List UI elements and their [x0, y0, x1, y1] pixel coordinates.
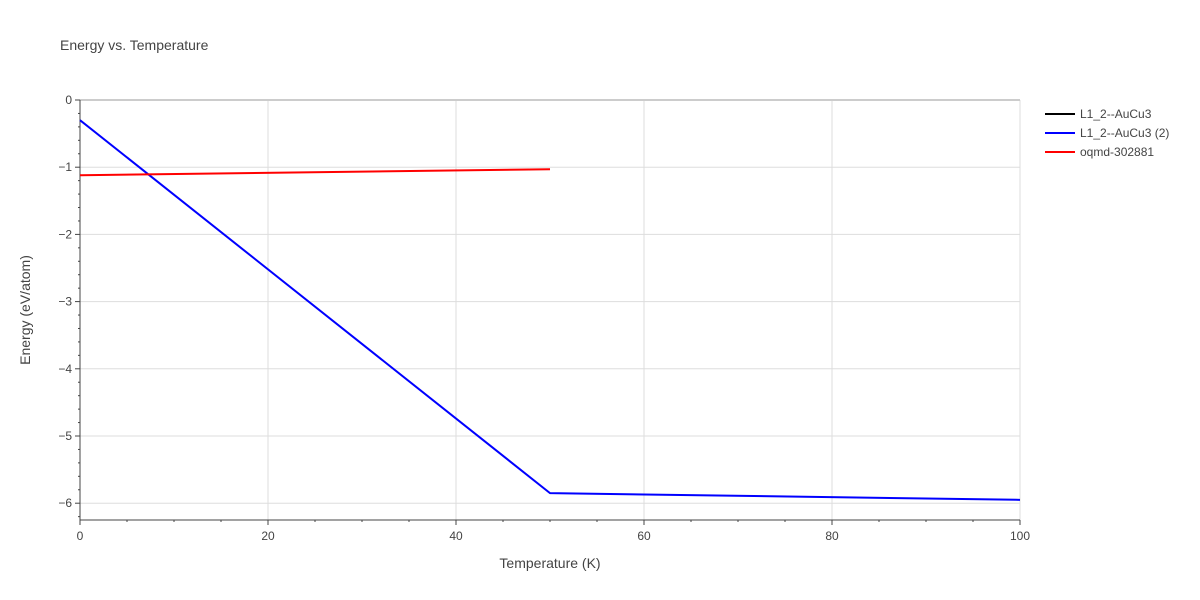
y-tick-label: −1: [58, 160, 72, 174]
y-tick-label: −5: [58, 429, 72, 443]
y-tick-label: 0: [65, 93, 72, 107]
y-axis-title: Energy (eV/atom): [17, 255, 33, 365]
y-tick-label: −6: [58, 496, 72, 510]
legend-label: oqmd-302881: [1080, 145, 1154, 159]
legend-item: L1_2--AuCu3: [1045, 107, 1152, 121]
legend-label: L1_2--AuCu3: [1080, 107, 1152, 121]
x-axis-title: Temperature (K): [499, 555, 600, 571]
y-tick-label: −3: [58, 295, 72, 309]
grid-layer: [80, 99, 1021, 520]
x-tick-label: 60: [637, 529, 651, 543]
x-tick-label: 20: [261, 529, 275, 543]
legend-label: L1_2--AuCu3 (2): [1080, 126, 1169, 140]
series-layer: [79, 119, 1021, 501]
chart-title: Energy vs. Temperature: [60, 37, 209, 53]
x-tick-label: 100: [1010, 529, 1030, 543]
legend-item: oqmd-302881: [1045, 145, 1154, 159]
axes-layer: [75, 99, 1021, 525]
series-line: [79, 168, 551, 177]
series-line: [79, 119, 1021, 501]
x-tick-label: 40: [449, 529, 463, 543]
y-tick-label: −4: [58, 362, 72, 376]
x-tick-label: 80: [825, 529, 839, 543]
tick-label-layer: 0 20 40 60 80 100 0 −1 −2 −3 −4 −5 −6: [58, 93, 1030, 543]
legend: L1_2--AuCu3 L1_2--AuCu3 (2) oqmd-302881: [1045, 107, 1169, 159]
x-tick-label: 0: [77, 529, 84, 543]
y-tick-label: −2: [58, 227, 72, 241]
legend-item: L1_2--AuCu3 (2): [1045, 126, 1169, 140]
